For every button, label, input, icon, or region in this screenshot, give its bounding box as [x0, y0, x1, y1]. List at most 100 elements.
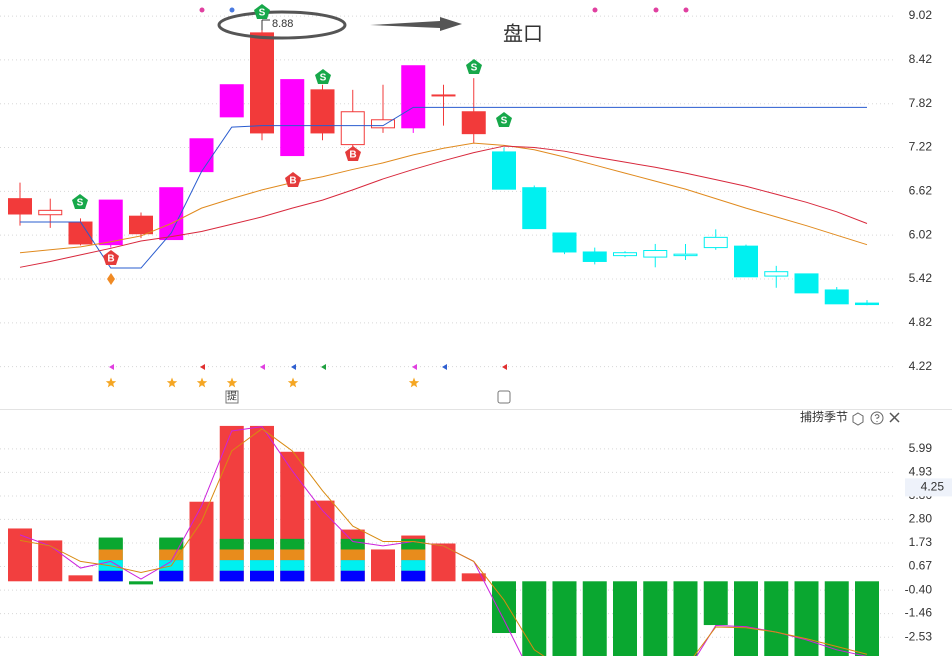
- y-tick-label: 5.42: [909, 271, 933, 285]
- candle-body: [159, 187, 184, 241]
- bar: [129, 581, 153, 585]
- help-icon[interactable]: [870, 411, 884, 425]
- bar: [673, 581, 698, 656]
- arrow: [370, 17, 462, 31]
- settings-icon[interactable]: [852, 412, 864, 426]
- candle-body: [98, 199, 123, 246]
- bar: [8, 528, 32, 582]
- signal-marker: [466, 59, 482, 74]
- candle-body: [461, 111, 486, 135]
- candle-body: [431, 94, 456, 97]
- stack-segment: [401, 570, 426, 582]
- stack-segment: [250, 570, 274, 582]
- event-icon: [497, 390, 511, 404]
- candle-body: [250, 32, 274, 134]
- bar: [734, 581, 758, 656]
- stack-segment: [340, 570, 365, 582]
- y-tick-label: 4.93: [909, 465, 933, 479]
- stack-segment: [219, 538, 244, 550]
- indicator-line: [19, 142, 868, 254]
- event-icon: [225, 390, 239, 404]
- diamond: [107, 273, 115, 285]
- signal-marker: [496, 112, 512, 127]
- candle-body: [371, 119, 395, 129]
- candle-body: [189, 138, 214, 173]
- candle-body: [643, 250, 668, 258]
- event-dot: [229, 7, 235, 13]
- flag: [412, 364, 417, 370]
- bar: [613, 581, 637, 656]
- y-tick-label: 5.99: [909, 441, 933, 455]
- star: [287, 377, 299, 388]
- bar: [582, 581, 607, 656]
- signal-marker: [285, 172, 301, 187]
- bar: [855, 581, 879, 656]
- stack-segment: [159, 538, 184, 550]
- candle-body: [613, 252, 637, 257]
- signal-marker: [254, 4, 270, 19]
- flag: [321, 364, 326, 370]
- signal-marker: [103, 250, 119, 265]
- current-value-box: [905, 478, 952, 497]
- candle-body: [673, 253, 698, 257]
- signal-label: S: [77, 198, 84, 209]
- stack-segment: [98, 570, 123, 582]
- help-mark: [874, 414, 880, 422]
- y-tick-label: 9.02: [909, 8, 933, 22]
- stack-segment: [280, 570, 305, 582]
- candle-body: [764, 271, 789, 277]
- star: [196, 377, 208, 388]
- candle-body: [492, 151, 516, 190]
- y-tick-label: 6.02: [909, 227, 933, 241]
- candle-body: [68, 221, 93, 245]
- flag: [109, 364, 114, 370]
- stack-segment: [401, 538, 426, 550]
- stack-segment: [219, 560, 244, 571]
- y-tick-label: 7.22: [909, 140, 933, 154]
- signal-label: B: [107, 254, 114, 265]
- y-tick-label: 0.67: [909, 559, 933, 573]
- signal-marker: [72, 194, 88, 209]
- stack-segment: [280, 560, 305, 571]
- y-tick-label: 6.62: [909, 184, 933, 198]
- candle-body: [552, 232, 577, 253]
- y-tick-label: -1.46: [905, 606, 933, 620]
- signal-label: S: [259, 8, 266, 19]
- star: [408, 377, 420, 388]
- signal-label: B: [289, 176, 296, 187]
- highlight-ellipse: [217, 10, 347, 40]
- candle-body: [401, 65, 426, 129]
- candle-body: [129, 215, 153, 235]
- flag: [442, 364, 447, 370]
- close-icon[interactable]: [889, 412, 900, 423]
- candle-body: [280, 79, 305, 157]
- bar: [764, 581, 789, 656]
- bar: [643, 581, 668, 656]
- candle-body: [310, 89, 335, 134]
- toolbar-icons[interactable]: [852, 411, 900, 426]
- stack-segment: [340, 549, 365, 561]
- bar: [38, 540, 63, 582]
- stack-segment: [280, 549, 305, 561]
- signal-label: S: [501, 116, 508, 127]
- stack-segment: [280, 538, 305, 550]
- signal-label: B: [349, 150, 356, 161]
- y-tick-label: 4.82: [909, 315, 933, 329]
- indicator-panel: [0, 425, 895, 656]
- stack-segment: [340, 538, 365, 550]
- indicator-title: 捕捞季节: [800, 409, 848, 424]
- star: [226, 377, 238, 388]
- indicator-line: [19, 428, 868, 656]
- candle-body: [522, 187, 547, 230]
- event-dot: [653, 7, 659, 13]
- candle-body: [794, 273, 819, 294]
- stack-segment: [159, 549, 184, 561]
- bar: [824, 581, 849, 656]
- y-tick-label: -2.53: [905, 629, 933, 643]
- price-panel: [0, 15, 895, 368]
- candle-body: [8, 198, 32, 215]
- bar: [189, 501, 214, 582]
- axis: 9.02 8.42 7.82 7.22 6.62 6.02 5.42 4.82 4.22 5.99…: [905, 8, 952, 643]
- candle-body: [219, 84, 244, 118]
- bar: [552, 581, 577, 656]
